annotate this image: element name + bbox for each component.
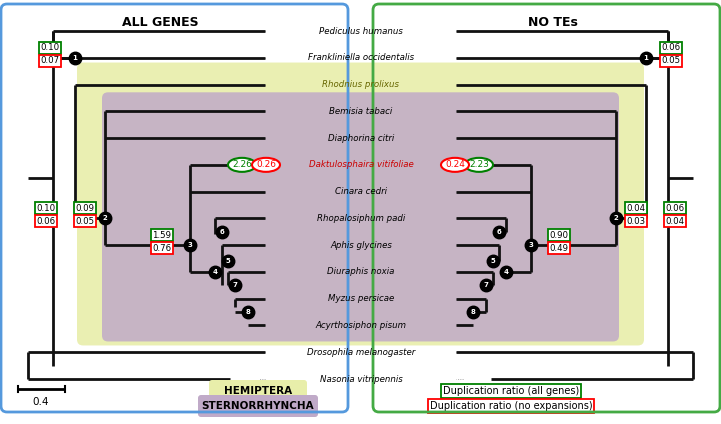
Text: 2: 2 [102, 215, 107, 221]
Text: 0.06: 0.06 [665, 204, 684, 213]
Text: ALL GENES: ALL GENES [122, 16, 198, 29]
Text: 8: 8 [246, 309, 250, 315]
Ellipse shape [252, 158, 280, 172]
Text: 0.49: 0.49 [549, 244, 568, 253]
Ellipse shape [228, 158, 256, 172]
Text: 1: 1 [644, 55, 648, 61]
Text: 3: 3 [187, 242, 193, 248]
Text: 1: 1 [73, 55, 77, 61]
FancyBboxPatch shape [209, 380, 307, 402]
Text: NO TEs: NO TEs [528, 16, 578, 29]
Text: 0.4: 0.4 [32, 397, 49, 407]
Text: Pediculus humanus: Pediculus humanus [319, 26, 403, 36]
Text: 2: 2 [614, 215, 619, 221]
Ellipse shape [441, 158, 469, 172]
Text: 4: 4 [213, 269, 218, 275]
Text: 7: 7 [233, 282, 237, 288]
Text: 6: 6 [220, 229, 224, 235]
Text: 0.05: 0.05 [76, 217, 94, 226]
Text: 0.09: 0.09 [76, 204, 94, 213]
Text: Aphis glycines: Aphis glycines [330, 241, 392, 250]
Text: Nasonia vitripennis: Nasonia vitripennis [319, 374, 402, 383]
Text: 0.03: 0.03 [627, 217, 645, 226]
Text: 1.59: 1.59 [153, 231, 172, 240]
Text: 0.26: 0.26 [256, 160, 276, 169]
Text: 2.23: 2.23 [469, 160, 489, 169]
Text: 0.04: 0.04 [627, 204, 645, 213]
Text: 4: 4 [503, 269, 508, 275]
Ellipse shape [465, 158, 493, 172]
Text: Bemisia tabaci: Bemisia tabaci [329, 107, 393, 116]
FancyBboxPatch shape [77, 62, 644, 346]
Text: 7: 7 [484, 282, 488, 288]
Text: 5: 5 [490, 257, 495, 264]
Text: 0.04: 0.04 [665, 217, 684, 226]
Text: Drosophila melanogaster: Drosophila melanogaster [307, 348, 415, 357]
Text: 0.05: 0.05 [661, 56, 681, 65]
Text: 0.76: 0.76 [152, 244, 172, 253]
Text: 8: 8 [471, 309, 475, 315]
Text: Daktulosphaira vitifoliae: Daktulosphaira vitifoliae [309, 160, 413, 169]
Text: Diuraphis noxia: Diuraphis noxia [327, 268, 394, 276]
Text: Cinara cedri: Cinara cedri [335, 187, 387, 196]
Text: 0.10: 0.10 [37, 204, 56, 213]
Text: Duplication ratio (no expansions): Duplication ratio (no expansions) [430, 401, 593, 411]
Text: STERNORRHYNCHA: STERNORRHYNCHA [202, 401, 314, 411]
FancyBboxPatch shape [198, 395, 318, 417]
Text: 0.10: 0.10 [40, 43, 60, 52]
Text: 3: 3 [528, 242, 534, 248]
Text: 5: 5 [226, 257, 231, 264]
Text: 6: 6 [497, 229, 501, 235]
Text: 0.06: 0.06 [661, 43, 681, 52]
Text: Frankliniella occidentalis: Frankliniella occidentalis [308, 53, 414, 62]
Text: Acyrthosiphon pisum: Acyrthosiphon pisum [316, 321, 407, 330]
Text: 0.07: 0.07 [40, 56, 60, 65]
Text: 0.90: 0.90 [549, 231, 568, 240]
Text: HEMIPTERA: HEMIPTERA [224, 386, 292, 396]
Text: 2.26: 2.26 [232, 160, 252, 169]
Text: Diaphorina citri: Diaphorina citri [328, 134, 394, 142]
Text: 0.06: 0.06 [37, 217, 56, 226]
Text: Rhopalosiphum padi: Rhopalosiphum padi [317, 214, 405, 223]
Text: 0.24: 0.24 [445, 160, 465, 169]
Text: Myzus persicae: Myzus persicae [328, 294, 394, 303]
FancyBboxPatch shape [102, 92, 619, 341]
Text: Rhodnius prolixus: Rhodnius prolixus [322, 80, 399, 89]
Text: Duplication ratio (all genes): Duplication ratio (all genes) [443, 386, 579, 396]
